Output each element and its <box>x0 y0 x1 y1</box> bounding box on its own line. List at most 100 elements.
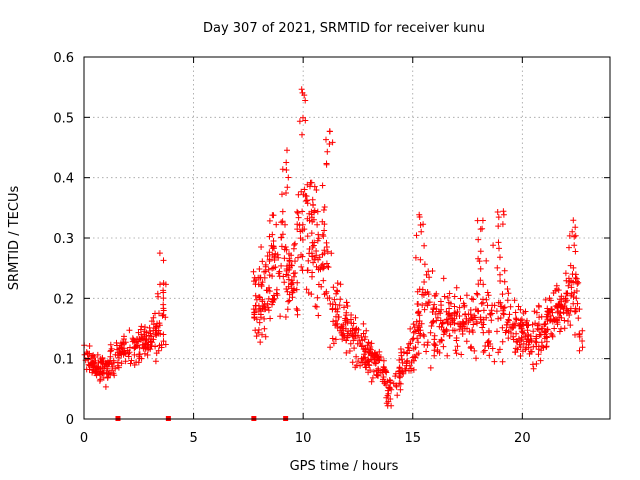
data-point <box>295 191 302 198</box>
data-point <box>523 344 530 351</box>
peak-point <box>418 228 425 235</box>
data-point <box>547 312 554 319</box>
data-point <box>302 198 309 204</box>
data-point <box>273 221 280 228</box>
data-point <box>499 324 506 331</box>
data-point <box>549 332 556 339</box>
data-point <box>463 338 470 345</box>
data-point <box>421 333 428 340</box>
data-point <box>303 193 310 200</box>
data-point <box>299 227 306 234</box>
data-point <box>293 305 300 312</box>
data-point <box>343 337 350 344</box>
data-point <box>257 314 264 321</box>
data-point <box>277 313 284 320</box>
data-point <box>284 288 291 295</box>
data-point <box>293 286 300 293</box>
data-point <box>451 303 458 310</box>
data-point <box>416 330 423 337</box>
data-point <box>374 372 381 379</box>
data-point <box>147 336 154 342</box>
data-point <box>536 331 543 338</box>
data-point <box>460 319 467 326</box>
data-point <box>114 352 121 359</box>
peak-point <box>475 236 482 243</box>
data-point <box>127 360 134 367</box>
data-point <box>160 338 167 345</box>
data-point <box>262 333 269 340</box>
data-point <box>396 380 403 387</box>
data-point <box>315 312 322 319</box>
data-point <box>131 362 138 368</box>
data-point <box>520 340 527 347</box>
data-point <box>429 309 436 315</box>
data-point <box>421 261 428 268</box>
data-point <box>451 293 458 300</box>
peak-point <box>310 202 317 209</box>
data-point <box>406 340 412 347</box>
data-point <box>144 352 151 358</box>
data-point <box>417 327 424 334</box>
data-point <box>288 262 295 269</box>
data-point <box>546 317 553 324</box>
data-point <box>255 329 262 336</box>
data-point <box>365 339 372 346</box>
data-point <box>131 351 138 358</box>
peak-point <box>279 166 286 173</box>
data-point <box>264 287 271 294</box>
data-point <box>252 281 259 288</box>
data-point <box>446 332 453 339</box>
data-point <box>270 264 277 271</box>
peak-point <box>569 228 576 235</box>
data-point <box>96 377 103 384</box>
data-point <box>553 286 560 292</box>
data-point <box>526 339 533 346</box>
peak-point <box>154 290 161 297</box>
data-point <box>114 359 121 366</box>
data-point <box>374 353 381 360</box>
data-point <box>411 353 418 360</box>
data-point <box>250 268 257 275</box>
data-point <box>422 289 429 296</box>
y-tick-label: 0.2 <box>53 292 74 307</box>
data-point <box>410 366 417 373</box>
data-point <box>122 339 129 346</box>
data-point <box>150 314 157 321</box>
data-point <box>503 322 510 328</box>
data-point <box>368 340 375 347</box>
data-point <box>480 329 487 336</box>
data-point <box>519 329 526 336</box>
data-point <box>258 244 265 250</box>
data-point <box>256 293 262 300</box>
data-point <box>361 351 368 358</box>
data-point <box>572 308 579 314</box>
data-point <box>314 294 321 301</box>
data-point <box>434 348 441 355</box>
data-point <box>579 327 586 334</box>
data-point <box>421 306 428 313</box>
peak-point <box>417 256 424 263</box>
data-point <box>571 242 578 249</box>
data-point <box>517 306 524 313</box>
data-point <box>289 289 296 296</box>
data-point <box>251 274 258 281</box>
data-point <box>453 337 460 344</box>
data-point <box>494 264 501 271</box>
data-point <box>414 335 421 342</box>
data-point <box>549 309 556 316</box>
data-point <box>412 344 419 351</box>
peak-point <box>496 245 502 252</box>
data-point <box>271 257 278 263</box>
data-point <box>565 318 571 325</box>
x-axis-label: GPS time / hours <box>290 459 399 474</box>
peak-point <box>479 217 486 224</box>
data-point <box>451 310 458 317</box>
data-point <box>353 362 360 369</box>
peak-point <box>283 190 289 196</box>
data-point <box>497 278 504 284</box>
data-point <box>86 350 93 357</box>
data-point <box>360 320 367 327</box>
data-point <box>337 296 344 303</box>
data-point <box>433 306 440 312</box>
data-point <box>515 303 522 310</box>
